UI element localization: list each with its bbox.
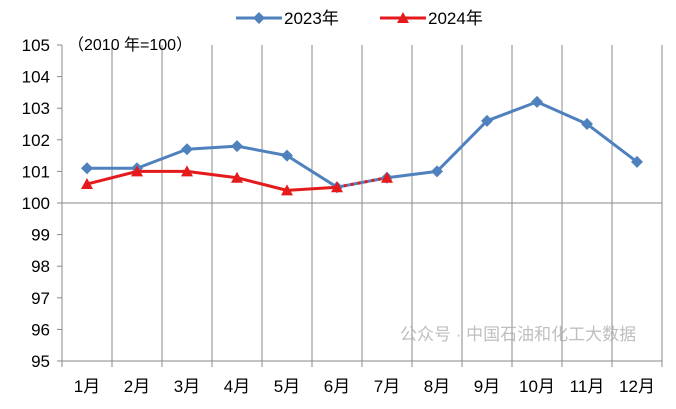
- line-segment: [386, 169, 438, 180]
- y-tick-label: 97: [31, 289, 50, 308]
- data-point-triangle: [397, 12, 409, 23]
- y-axis: 95 96 97 98 99 100 101 102 103 104 105: [22, 36, 62, 371]
- data-point-diamond: [581, 118, 593, 130]
- legend-label: 2023年: [284, 9, 339, 28]
- x-tick-label: 7月: [374, 377, 400, 396]
- data-point-triangle: [181, 165, 193, 177]
- x-tick-label: 9月: [474, 377, 500, 396]
- x-tick-label: 11月: [570, 377, 605, 396]
- line-segment: [86, 169, 138, 186]
- line-segment: [435, 119, 489, 173]
- data-point-diamond: [281, 149, 293, 162]
- line-segment: [186, 144, 238, 151]
- x-tick-label: 6月: [324, 377, 350, 396]
- data-point-triangle: [381, 171, 393, 183]
- series-2024年: [81, 165, 393, 196]
- legend-label: 2024年: [428, 9, 483, 28]
- legend: 2023年 2024年: [236, 9, 483, 28]
- data-point-diamond: [631, 155, 643, 168]
- y-tick-label: 99: [31, 226, 50, 245]
- line-segment: [186, 169, 238, 180]
- data-point-diamond: [431, 165, 443, 178]
- line-segment: [486, 100, 538, 123]
- line-segment: [286, 185, 338, 192]
- data-point-triangle: [281, 184, 293, 196]
- watermark: 公众号 · 中国石油和化工大数据: [400, 325, 636, 344]
- data-point-diamond: [481, 114, 493, 127]
- y-tick-label: 96: [31, 320, 50, 339]
- y-tick-label: 98: [31, 257, 50, 276]
- line-segment: [136, 147, 188, 170]
- data-point-diamond: [181, 143, 193, 156]
- line-segment: [236, 144, 288, 158]
- grid: [57, 45, 663, 367]
- data-point-triangle: [131, 165, 143, 177]
- y-tick-label: 102: [22, 131, 50, 150]
- data-point-diamond: [231, 140, 243, 153]
- data-point-triangle: [81, 178, 93, 190]
- x-tick-label: 12月: [619, 377, 655, 396]
- line-segment: [536, 100, 588, 126]
- data-point-triangle: [231, 171, 243, 183]
- series: [81, 95, 643, 196]
- line-segment: [236, 176, 288, 192]
- x-tick-label: 2月: [124, 377, 150, 396]
- x-tick-label: 5月: [274, 377, 300, 396]
- data-point-diamond: [81, 162, 93, 175]
- x-axis: 1月 2月 3月 4月 5月 6月 7月 8月 9月 10月 11月 12月: [74, 377, 655, 396]
- y-tick-label: 104: [22, 68, 50, 87]
- dotted-segment: [336, 176, 388, 189]
- index-note: （2010 年=100）: [68, 36, 192, 54]
- x-tick-label: 1月: [74, 377, 100, 396]
- data-point-diamond: [531, 95, 543, 108]
- x-tick-label: 10月: [519, 377, 555, 396]
- line-segment: [286, 154, 338, 189]
- x-tick-label: 3月: [174, 377, 200, 396]
- line-segment: [586, 122, 638, 164]
- y-tick-label: 105: [22, 36, 50, 55]
- y-tick-label: 103: [22, 99, 50, 118]
- x-tick-label: 8月: [424, 377, 450, 396]
- y-tick-label: 100: [22, 194, 50, 213]
- y-tick-label: 101: [22, 162, 50, 181]
- y-tick-label: 95: [31, 352, 50, 371]
- x-tick-label: 4月: [224, 377, 250, 396]
- data-point-diamond: [253, 12, 265, 24]
- data-point-triangle: [331, 181, 343, 193]
